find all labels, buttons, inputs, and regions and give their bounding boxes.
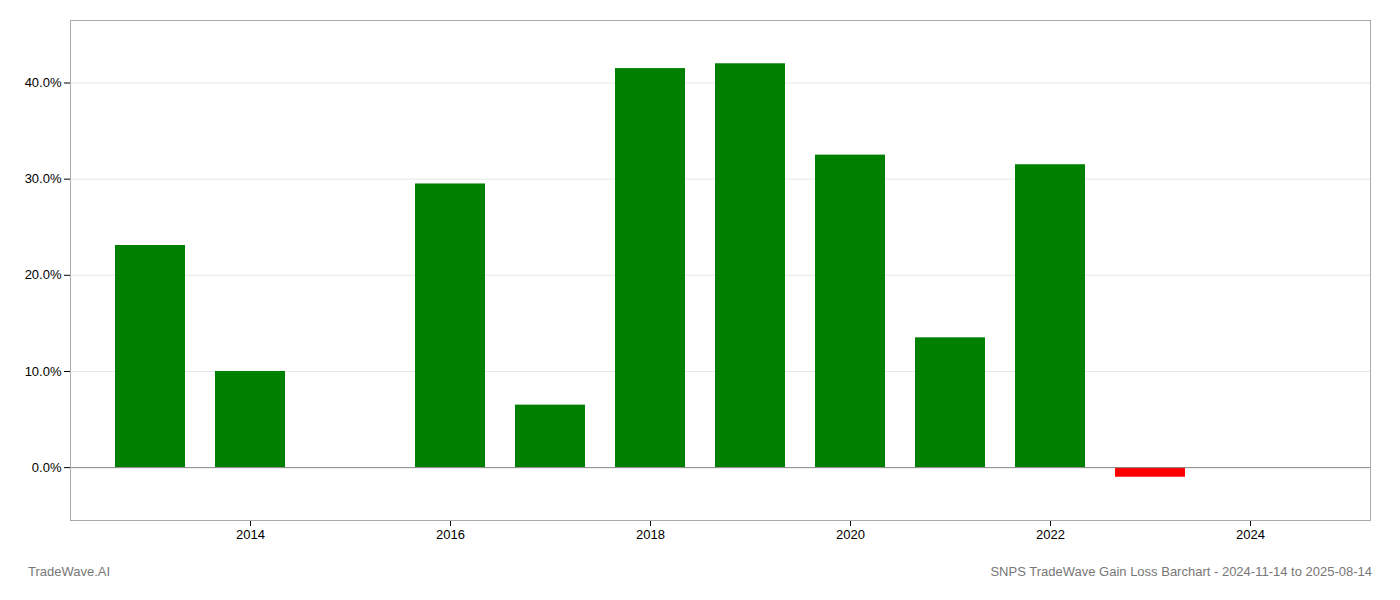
- svg-text:2016: 2016: [436, 527, 465, 542]
- svg-text:20.0%: 20.0%: [25, 267, 62, 282]
- svg-text:2022: 2022: [1036, 527, 1065, 542]
- svg-text:30.0%: 30.0%: [25, 171, 62, 186]
- svg-text:0.0%: 0.0%: [32, 460, 62, 475]
- html-text:TradeWave.AI: TradeWave.AI: [28, 564, 111, 579]
- svg-text:2018: 2018: [636, 527, 665, 542]
- svg-text:2014: 2014: [236, 527, 265, 542]
- svg-text:40.0%: 40.0%: [25, 75, 62, 90]
- html-text:SNPS TradeWave Gain Loss Barch: SNPS TradeWave Gain Loss Barchart - 2024…: [990, 564, 1372, 579]
- svg-text:2024: 2024: [1236, 527, 1265, 542]
- svg-text:10.0%: 10.0%: [25, 364, 62, 379]
- svg-text:2020: 2020: [836, 527, 865, 542]
